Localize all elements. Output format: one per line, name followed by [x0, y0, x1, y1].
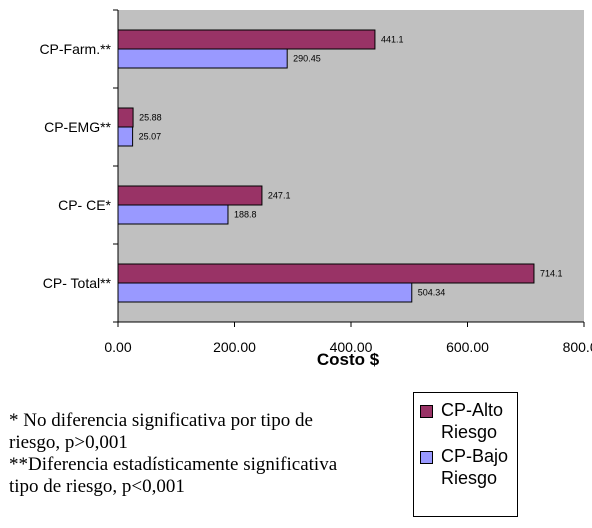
footnotes: * No diferencia significativa por tipo d…	[0, 410, 350, 498]
footnote-2: **Diferencia estadísticamente significat…	[0, 454, 350, 498]
x-tick-label: 200.00	[213, 339, 256, 355]
footnote-2-text: **Diferencia estadísticamente significat…	[9, 454, 338, 497]
x-tick-label: 400.00	[330, 339, 373, 355]
legend-item-alto: CP-Alto Riesgo	[420, 399, 513, 443]
data-label: 188.8	[234, 210, 257, 220]
legend-item-bajo: CP-Bajo Riesgo	[420, 445, 513, 489]
x-tick-label: 800.00	[563, 339, 592, 355]
bar-alto-riesgo	[117, 29, 376, 50]
chart-legend: CP-Alto Riesgo CP-Bajo Riesgo	[413, 392, 518, 517]
footnote-1-text: * No diferencia significativa por tipo d…	[9, 410, 313, 453]
data-label: 247.1	[268, 191, 291, 201]
footnote-1: * No diferencia significativa por tipo d…	[0, 410, 350, 454]
bar-bajo-riesgo	[117, 282, 413, 303]
legend-swatch-alto	[420, 405, 433, 418]
legend-swatch-bajo	[420, 451, 433, 464]
category-label: CP-Farm.**	[39, 41, 111, 57]
data-label: 290.45	[293, 54, 321, 64]
data-label: 441.1	[381, 35, 404, 45]
x-tick-label: 600.00	[446, 339, 489, 355]
x-axis-title: Costo $	[317, 350, 380, 369]
data-label: 504.34	[418, 288, 446, 298]
legend-label-alto: CP-Alto Riesgo	[441, 400, 504, 442]
category-label: CP- Total**	[43, 275, 112, 291]
data-label: 25.07	[139, 132, 162, 142]
bar-bajo-riesgo	[117, 204, 229, 225]
data-label: 25.88	[139, 113, 162, 123]
bar-alto-riesgo	[117, 185, 263, 206]
category-label: CP-EMG**	[44, 119, 111, 135]
x-tick-label: 0.00	[104, 339, 131, 355]
bar-alto-riesgo	[117, 263, 535, 284]
legend-label-bajo: CP-Bajo Riesgo	[441, 446, 509, 488]
bar-bajo-riesgo	[117, 126, 134, 147]
data-label: 714.1	[540, 269, 563, 279]
bar-alto-riesgo	[117, 107, 134, 128]
category-label: CP- CE*	[58, 197, 111, 213]
bar-bajo-riesgo	[117, 48, 288, 69]
